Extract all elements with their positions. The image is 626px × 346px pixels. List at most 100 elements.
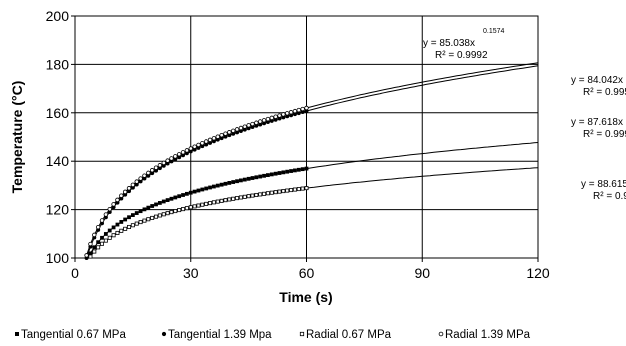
data-point: [188, 205, 193, 210]
data-point: [292, 187, 297, 192]
data-point: [234, 127, 240, 132]
data-point: [254, 120, 259, 125]
series-tangential-0-67-mpa: [88, 166, 309, 256]
data-point: [269, 172, 274, 177]
data-point: [100, 241, 105, 246]
data-point: [103, 232, 108, 236]
data-point: [134, 221, 139, 226]
legend-label: Tangential 0.67 MPa: [21, 329, 126, 341]
data-point: [235, 130, 240, 135]
data-point: [227, 197, 232, 202]
data-point: [262, 191, 267, 196]
data-point: [265, 191, 270, 196]
data-point: [184, 206, 189, 211]
x-axis-title: Time (s): [279, 289, 332, 305]
data-point: [219, 132, 224, 138]
data-point: [184, 191, 189, 196]
data-point: [134, 179, 139, 184]
y-tick-label-0: 100: [46, 250, 70, 266]
x-tick-label-4: 120: [526, 265, 550, 281]
data-point: [277, 189, 282, 194]
data-point: [181, 193, 185, 197]
data-point: [96, 240, 101, 245]
trendline-equation: y = 84.042x: [571, 75, 623, 86]
data-point: [223, 131, 228, 136]
data-point: [119, 220, 124, 224]
data-point: [169, 156, 174, 161]
data-point: [192, 189, 197, 194]
data-point: [142, 207, 147, 212]
data-point: [92, 249, 97, 254]
x-tick-label-1: 30: [183, 265, 199, 281]
data-point: [119, 193, 124, 198]
trendline-label-radial-0-67-mpa: y = 88.615x0.0915R² = 0.9997: [581, 179, 626, 202]
data-point: [177, 194, 182, 199]
data-point: [115, 222, 120, 227]
data-point: [227, 130, 232, 135]
data-point: [92, 245, 97, 250]
data-point: [138, 176, 143, 181]
data-point: [100, 235, 104, 240]
trendline-r-squared: R² = 0.9995: [583, 129, 626, 140]
data-point: [200, 202, 205, 207]
data-point: [273, 171, 278, 176]
y-tick-label-2: 140: [46, 153, 70, 169]
data-point: [238, 125, 244, 131]
data-point: [227, 181, 232, 185]
data-point: [211, 200, 216, 205]
data-point: [292, 108, 298, 114]
data-point: [265, 116, 271, 122]
data-point: [230, 128, 236, 133]
data-point: [262, 121, 267, 126]
data-point: [208, 201, 213, 206]
data-point: [258, 122, 263, 127]
trendline-curves: [86, 62, 539, 259]
trendline-equation: y = 88.615x: [581, 179, 626, 190]
data-point: [130, 223, 135, 228]
data-point: [157, 163, 163, 168]
data-point: [293, 168, 297, 173]
x-tick-label-2: 60: [299, 265, 315, 281]
data-point: [196, 188, 201, 193]
trendline-equation: y = 85.038x: [423, 38, 475, 49]
data-point: [169, 210, 174, 215]
data-point: [246, 194, 251, 199]
data-point: [219, 182, 224, 187]
data-point: [296, 111, 301, 116]
legend-marker: [15, 332, 19, 336]
data-point: [265, 120, 270, 125]
data-point: [176, 152, 182, 157]
data-point: [223, 198, 228, 203]
data-point: [154, 214, 159, 219]
y-tick-label-5: 200: [46, 8, 70, 24]
data-point: [95, 224, 101, 230]
trendline-tangential-1-39-mpa: [86, 65, 539, 259]
data-point: [242, 177, 247, 182]
data-point: [273, 114, 278, 119]
data-point: [142, 218, 147, 223]
data-point: [153, 165, 159, 170]
data-point: [281, 112, 286, 117]
data-point: [84, 253, 89, 258]
data-point: [138, 209, 143, 214]
data-point: [300, 106, 305, 112]
data-point: [200, 140, 205, 146]
data-point: [285, 169, 290, 174]
trendline-label-radial-1-39-mpa: y = 85.038x 0.1574 R² = 0.9992: [423, 28, 505, 61]
data-point: [88, 251, 93, 256]
data-point: [177, 208, 182, 213]
data-point: [203, 139, 209, 144]
data-point: [173, 154, 178, 159]
data-point: [250, 193, 255, 198]
trendline-r-squared: R² = 0.9954: [583, 87, 626, 98]
data-point: [196, 203, 201, 208]
data-point: [235, 196, 240, 201]
data-point: [127, 224, 132, 229]
data-point: [115, 197, 120, 203]
data-point: [227, 133, 232, 138]
data-point: [266, 173, 270, 177]
legend-label: Radial 1.39 MPa: [445, 329, 531, 341]
data-point: [277, 113, 282, 118]
legend-item-tangential-0-67-mpa: Tangential 0.67 MPa: [15, 329, 126, 341]
